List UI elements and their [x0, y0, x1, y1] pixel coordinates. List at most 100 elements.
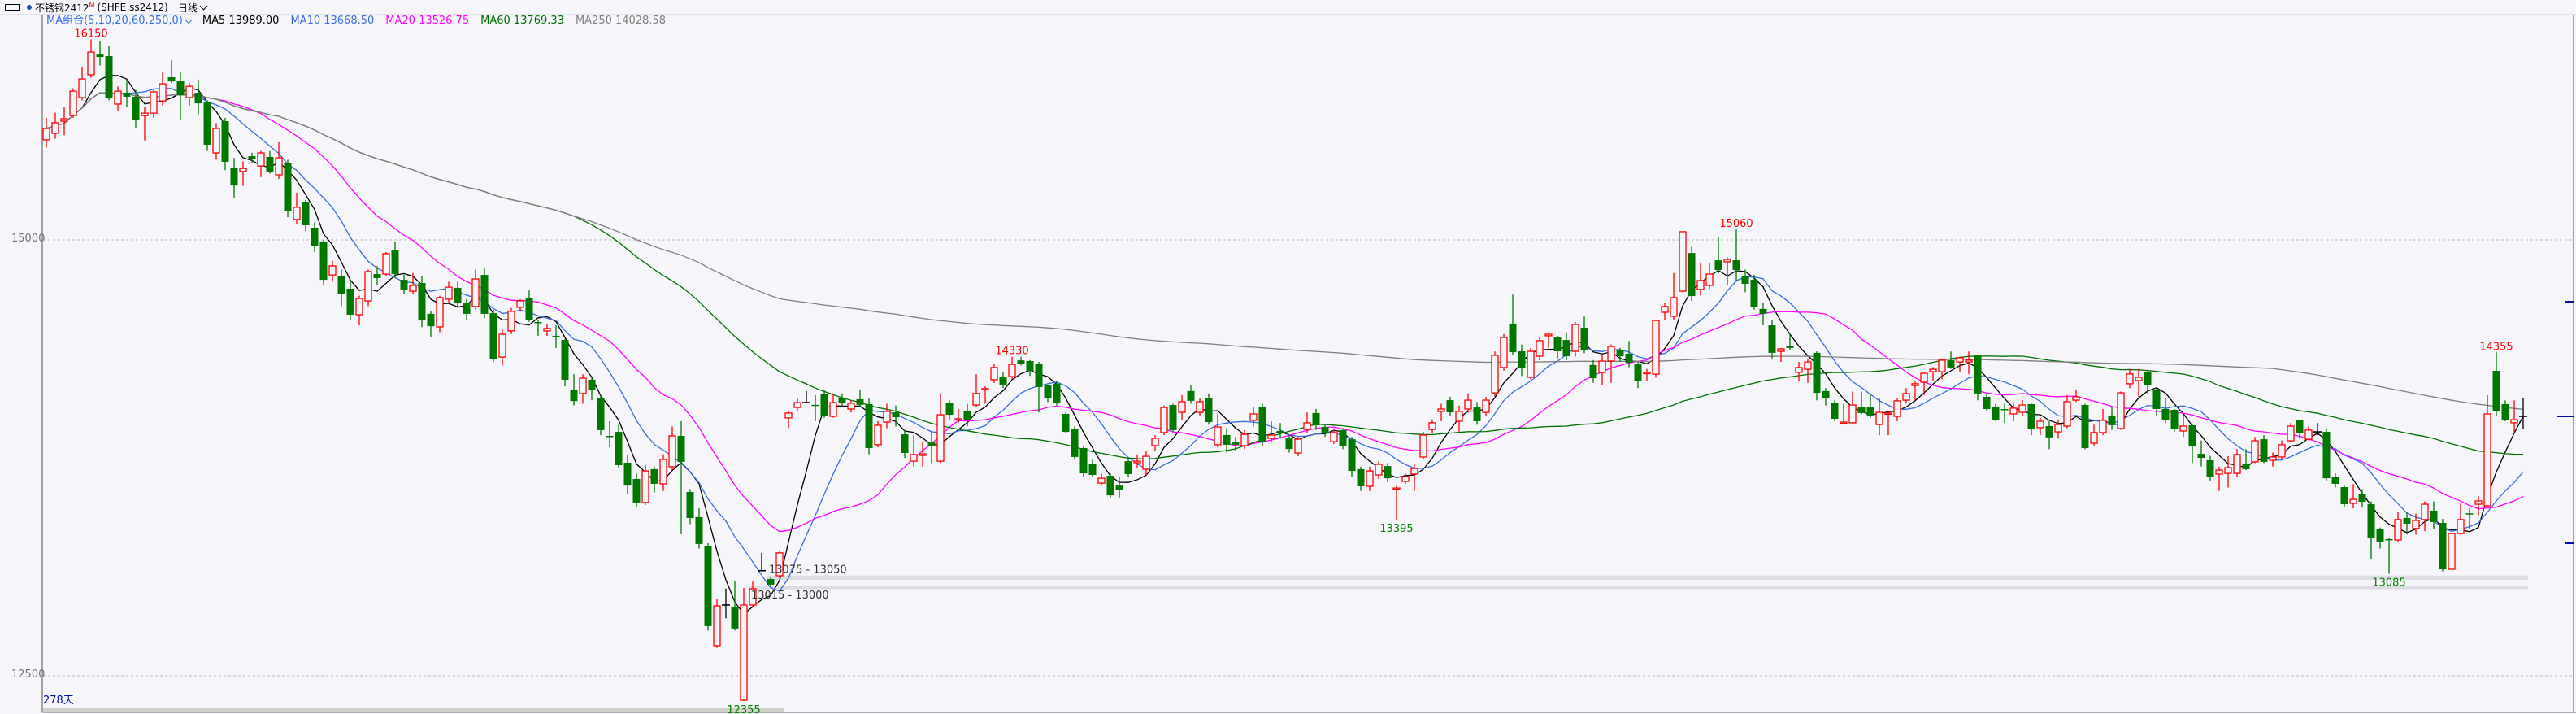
candle: [114, 86, 122, 111]
candle-body: [2251, 440, 2259, 463]
candle-body: [2403, 517, 2411, 525]
candle: [1115, 477, 1123, 498]
candle: [1911, 381, 1919, 401]
candle: [2457, 503, 2465, 535]
candle-body: [114, 90, 122, 105]
days-count-label: 278天: [43, 694, 74, 707]
horizontal-scrollbar[interactable]: [43, 708, 784, 712]
candle-body: [1831, 403, 1839, 419]
candle-body: [1044, 385, 1052, 398]
candle-body: [1437, 408, 1445, 412]
candle: [284, 159, 292, 218]
candle-body: [623, 463, 632, 486]
candle-body: [1813, 352, 1821, 394]
gap-label: 13015 - 13000: [751, 590, 829, 602]
candle-body: [1696, 280, 1705, 290]
candle: [1330, 428, 1338, 444]
candle: [311, 222, 319, 253]
candle: [1276, 423, 1284, 439]
candle: [60, 107, 68, 136]
candle-body: [883, 411, 891, 423]
candle: [2081, 403, 2089, 450]
candle: [1196, 398, 1204, 416]
candle: [767, 576, 775, 587]
candle-body: [1375, 464, 1383, 476]
candle-body: [650, 468, 658, 484]
candle: [740, 587, 748, 702]
candle-body: [820, 394, 828, 416]
candle: [1714, 237, 1722, 273]
candle-body: [2063, 401, 2071, 427]
candle-body: [382, 253, 390, 275]
ma5-value: MA5 13989.00: [202, 15, 280, 27]
candle-body: [1169, 405, 1177, 430]
candle: [185, 83, 193, 106]
ma250-value: MA250 14028.58: [575, 15, 667, 27]
candle: [615, 424, 623, 468]
candle-body: [1965, 359, 1973, 363]
symbol-badge: M: [89, 1, 95, 9]
candle-body: [1518, 351, 1526, 369]
candle: [2090, 424, 2098, 446]
candle-body: [1929, 368, 1937, 372]
gap-band: [767, 575, 2528, 581]
candle-body: [2206, 460, 2214, 477]
candle-body: [704, 546, 712, 626]
candle: [1670, 272, 1678, 320]
candle-body: [1589, 364, 1597, 379]
link-icon[interactable]: [5, 4, 20, 11]
candle: [1893, 398, 1901, 421]
candle: [2412, 513, 2420, 535]
candle: [1428, 419, 1436, 433]
candle: [1562, 332, 1570, 360]
candle: [1285, 435, 1293, 453]
candle-body: [507, 311, 515, 332]
candle-body: [641, 470, 649, 503]
ma-combo-selector[interactable]: MA组合(5,10,20,60,250,0): [46, 15, 183, 27]
candle: [1169, 403, 1177, 432]
candle-body: [203, 102, 211, 145]
candle-body: [2108, 415, 2116, 425]
candle-body: [963, 410, 971, 420]
candle: [257, 150, 265, 177]
candle-body: [2376, 529, 2384, 542]
candle: [1026, 359, 1034, 377]
symbol-name[interactable]: 不锈钢2412: [35, 2, 89, 14]
candle: [659, 454, 667, 491]
candle: [445, 281, 453, 303]
candle-body: [775, 552, 784, 577]
candle: [597, 394, 605, 436]
candle: [1151, 435, 1159, 451]
candle: [516, 298, 524, 311]
candle-body: [892, 412, 900, 418]
ma-legend: MA组合(5,10,20,60,250,0) MA5 13989.00 MA10…: [46, 15, 677, 27]
candle: [96, 41, 104, 66]
period-selector[interactable]: 日线: [177, 2, 198, 14]
candle-body: [69, 90, 77, 116]
candle-body: [167, 76, 176, 82]
candle-body: [1303, 422, 1311, 430]
candle: [373, 266, 381, 285]
candle-body: [516, 300, 524, 308]
candle: [695, 508, 703, 549]
candle-body: [2161, 408, 2170, 420]
candle-body: [2296, 420, 2304, 433]
candle: [2304, 426, 2313, 441]
candle-body: [668, 435, 676, 468]
candle: [936, 393, 945, 464]
gap-label: 13075 - 13050: [769, 564, 847, 577]
candle: [2430, 501, 2438, 529]
candle: [409, 272, 417, 294]
candle: [1160, 405, 1168, 436]
candle: [1992, 403, 2000, 421]
candle-body: [2421, 503, 2429, 520]
candle-body: [471, 278, 480, 307]
candle: [275, 141, 283, 179]
candle-body: [1705, 273, 1714, 286]
candle-body: [2152, 389, 2161, 409]
candle-body: [525, 298, 533, 320]
candle: [1419, 431, 1427, 460]
candle-body: [2000, 408, 2009, 411]
candle: [2242, 449, 2250, 471]
